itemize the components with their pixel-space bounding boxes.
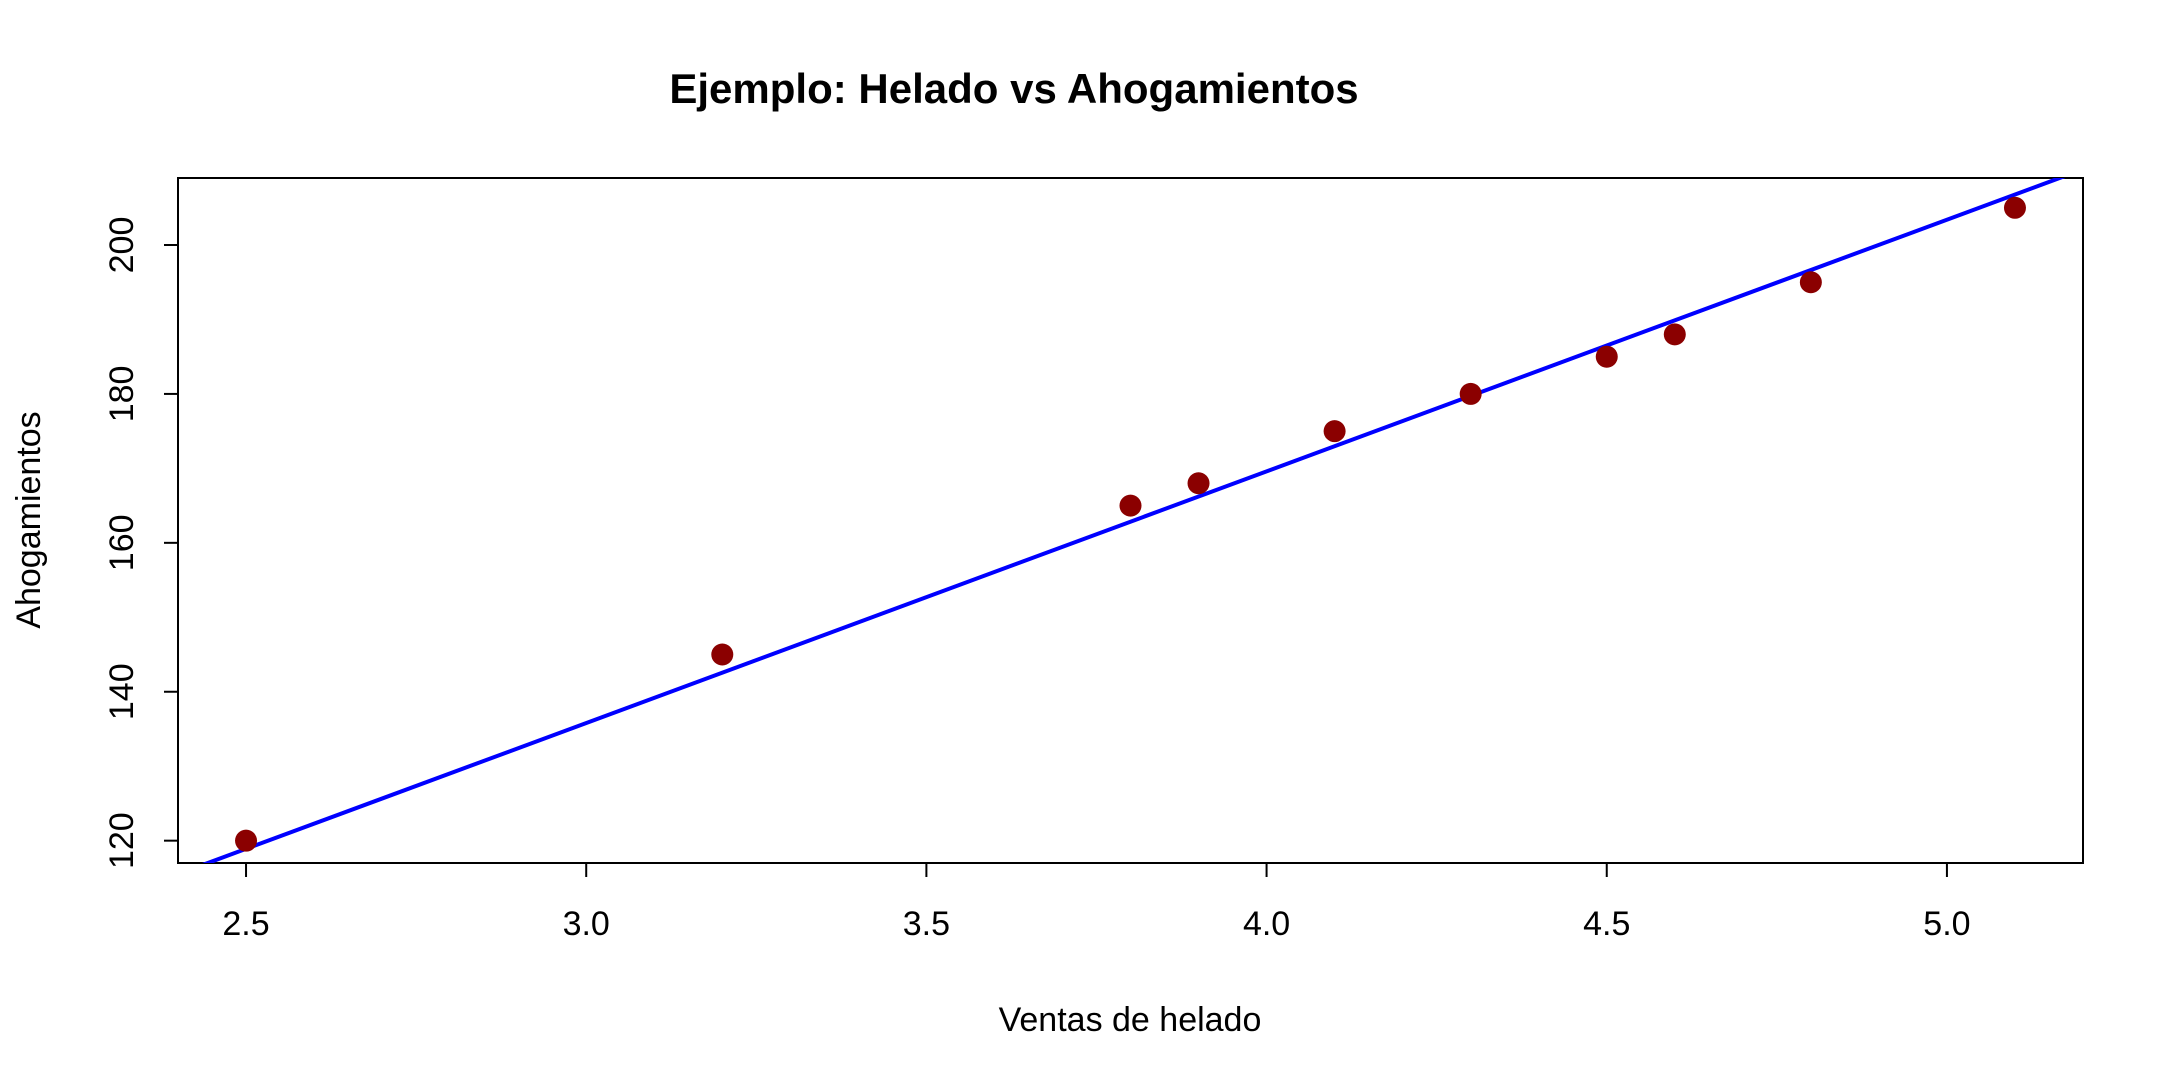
data-point bbox=[1119, 494, 1142, 517]
x-tick-label: 4.5 bbox=[1583, 905, 1630, 943]
y-axis-label: Ahogamientos bbox=[10, 411, 48, 628]
x-tick-label: 2.5 bbox=[222, 905, 269, 943]
points-layer bbox=[235, 196, 2026, 852]
regression-line-layer bbox=[202, 178, 2066, 863]
regression-line bbox=[202, 178, 2066, 863]
data-point bbox=[1799, 271, 1822, 294]
data-point bbox=[1663, 323, 1686, 346]
y-tick-label: 120 bbox=[103, 812, 141, 869]
x-tick-label: 4.0 bbox=[1243, 905, 1290, 943]
y-tick-label: 160 bbox=[103, 514, 141, 571]
x-tick-label: 5.0 bbox=[1923, 905, 1970, 943]
y-tick-label: 200 bbox=[103, 217, 141, 274]
x-tick-label: 3.0 bbox=[563, 905, 610, 943]
x-axis: 2.5 3.0 3.5 4.0 4.5 5.0 bbox=[222, 862, 1971, 943]
data-point bbox=[235, 829, 258, 852]
chart-title: Ejemplo: Helado vs Ahogamientos bbox=[669, 65, 1358, 112]
y-tick-label: 140 bbox=[103, 663, 141, 720]
x-axis-label: Ventas de helado bbox=[999, 1001, 1262, 1039]
data-point bbox=[2003, 196, 2026, 219]
data-point bbox=[1323, 420, 1346, 443]
data-point bbox=[1595, 345, 1618, 368]
y-axis: 120 140 160 180 200 bbox=[103, 217, 179, 869]
data-point bbox=[711, 643, 734, 666]
x-tick-label: 3.5 bbox=[903, 905, 950, 943]
data-point bbox=[1187, 472, 1210, 495]
data-point bbox=[1459, 382, 1482, 405]
y-tick-label: 180 bbox=[103, 366, 141, 423]
